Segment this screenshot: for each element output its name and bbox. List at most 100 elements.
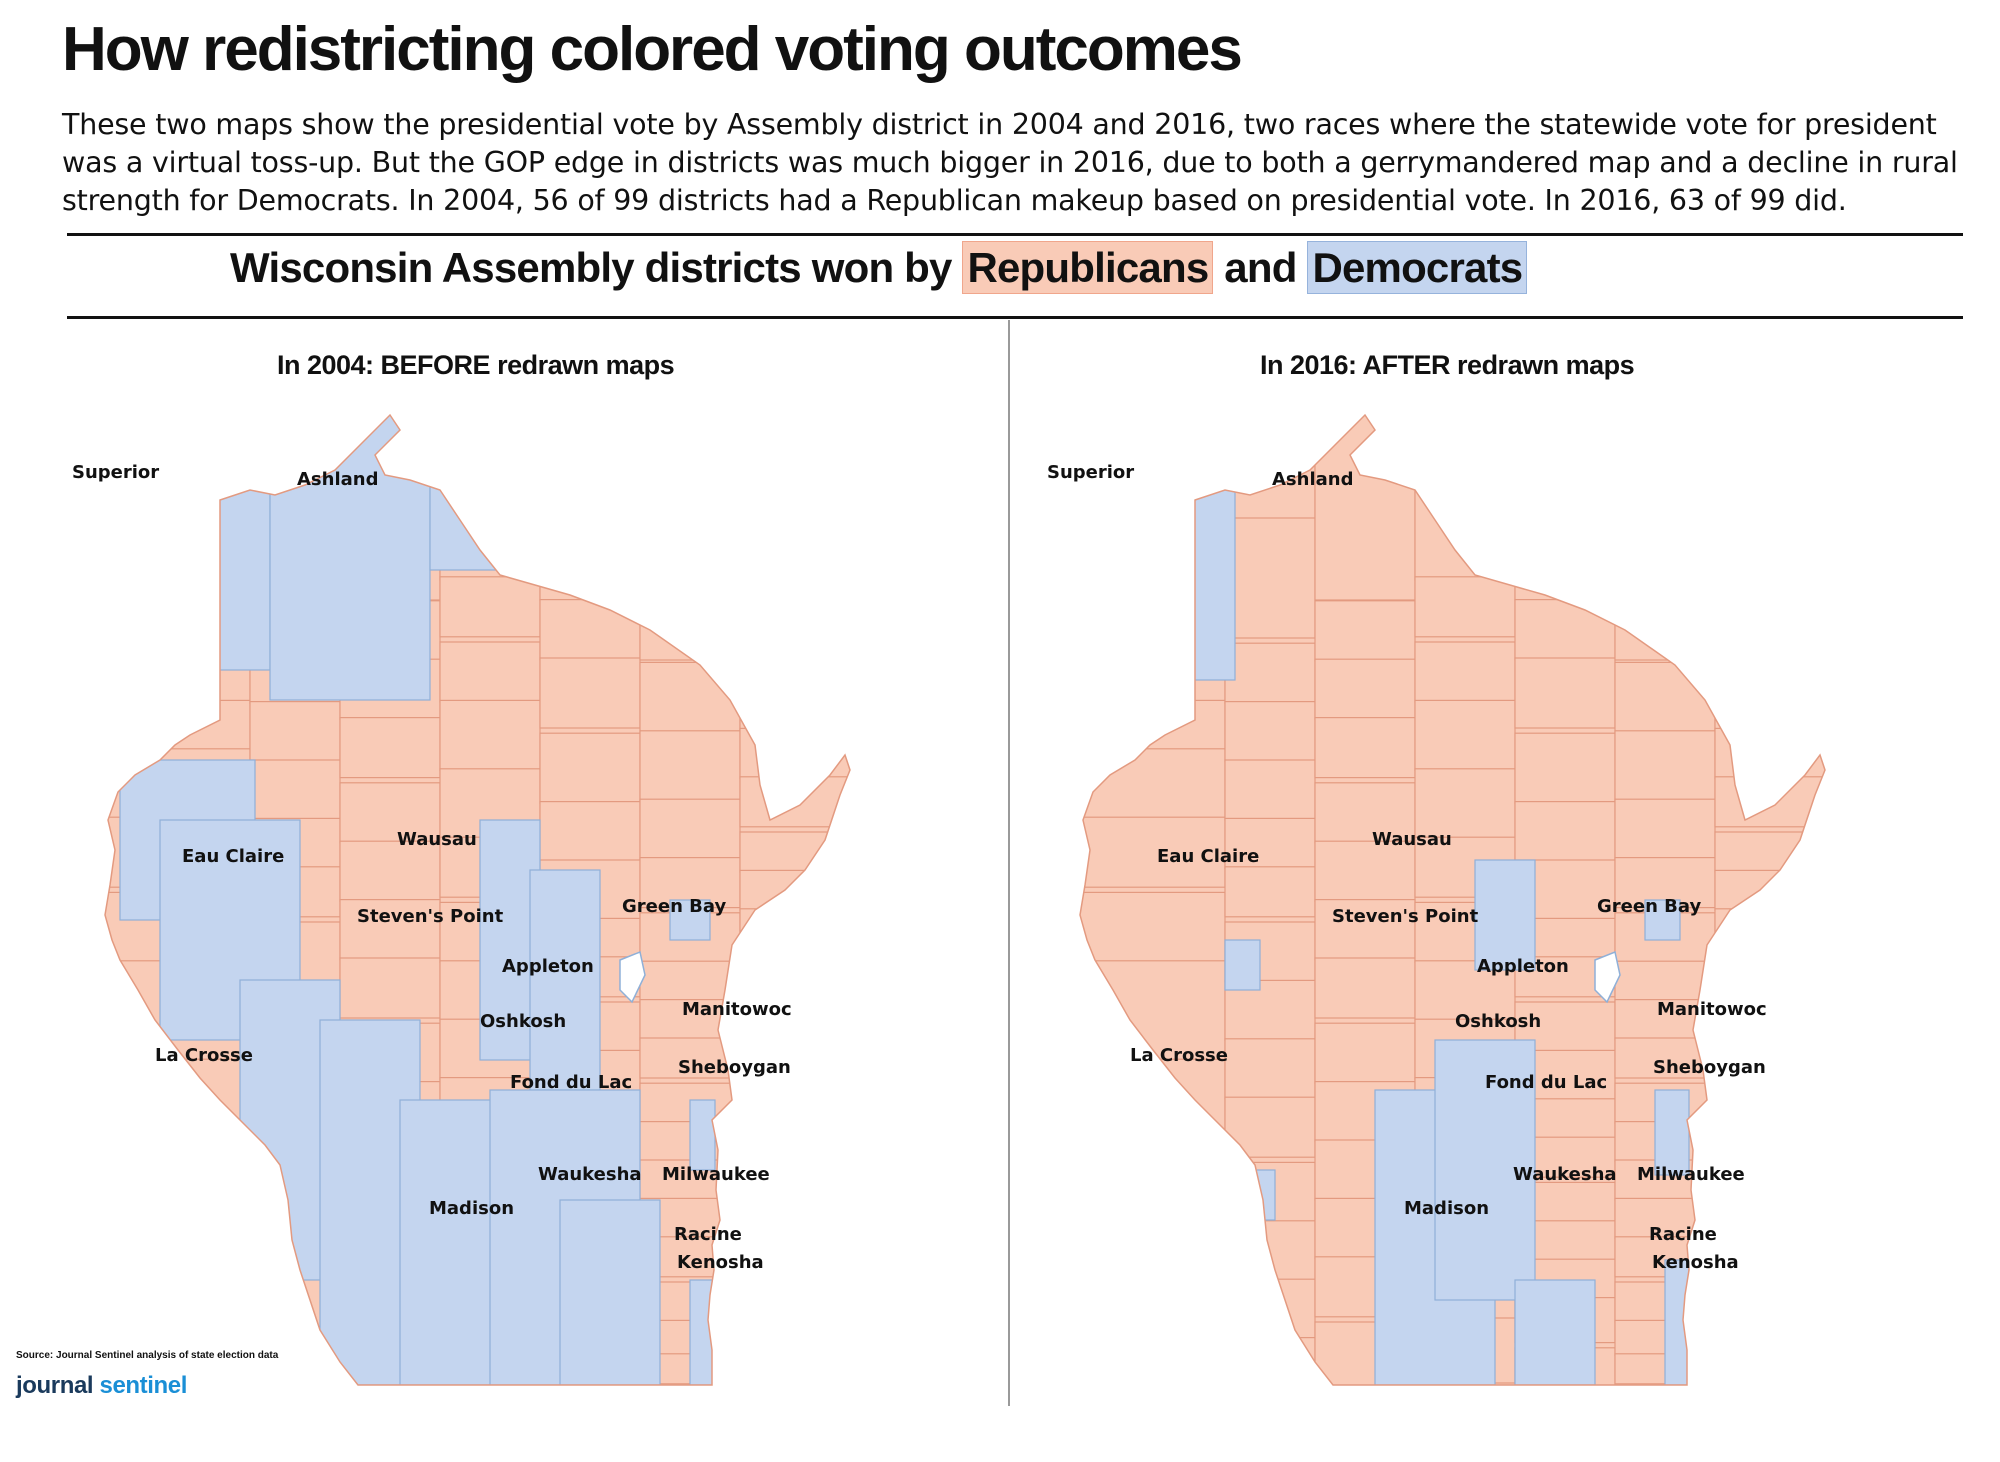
city-label: Green Bay (1597, 896, 1701, 917)
district-republican (1514, 415, 1616, 601)
district-republican (1414, 576, 1516, 638)
city-label: La Crosse (155, 1045, 253, 1066)
city-label: Milwaukee (1637, 1164, 1745, 1185)
district-republican (105, 1058, 251, 1160)
district-democrat (669, 899, 711, 941)
legend-democrats: Democrats (1307, 241, 1528, 294)
source-note: Source: Journal Sentinel analysis of sta… (16, 1350, 279, 1361)
district-democrat (1664, 1259, 1690, 1385)
district-republican (1314, 415, 1416, 601)
district-republican (539, 599, 641, 661)
district-democrat (689, 1099, 716, 1171)
bottom-rule (67, 316, 1963, 319)
district-democrat (1514, 1279, 1596, 1385)
panel-divider (1008, 320, 1010, 1406)
district-republican (339, 717, 441, 779)
district-republican (1080, 748, 1226, 820)
district-republican (539, 732, 641, 804)
city-label: Manitowoc (1657, 999, 1767, 1020)
district-republican (1714, 1312, 1825, 1354)
district-republican (105, 699, 251, 751)
district-republican (1224, 1038, 1316, 1100)
district-republican (1514, 599, 1616, 661)
district-democrat (1144, 415, 1236, 681)
district-republican (1224, 1096, 1316, 1158)
district-republican (1224, 642, 1316, 704)
city-label: Steven's Point (357, 906, 504, 927)
city-label: Eau Claire (182, 846, 284, 867)
district-republican (739, 946, 850, 988)
top-rule (67, 233, 1963, 236)
district-republican (1414, 641, 1516, 703)
page-title: How redistricting colored voting outcome… (62, 15, 1243, 84)
city-label: Ashland (1272, 469, 1353, 490)
district-republican (1314, 1022, 1416, 1084)
district-republican (739, 1350, 850, 1385)
district-republican (1080, 1262, 1226, 1385)
map-2004: Superior Ashland Eau Claire Wausau Steven's … (72, 413, 851, 1386)
district-republican (639, 960, 741, 1002)
district-republican (1414, 415, 1516, 581)
district-republican (639, 798, 741, 860)
legend-republicans: Republicans (962, 241, 1214, 294)
district-republican (1714, 1190, 1825, 1232)
state-outline (1079, 413, 1826, 1386)
city-label: Superior (72, 462, 159, 483)
district-democrat (529, 869, 601, 1091)
district-republican (339, 957, 441, 1019)
district-republican (249, 701, 341, 763)
district-republican (1414, 768, 1516, 840)
city-label: Fond du Lac (1485, 1072, 1607, 1093)
city-label: Waukesha (1513, 1164, 1617, 1185)
map-2004-title: In 2004: BEFORE redrawn maps (277, 350, 675, 380)
district-republican (1714, 908, 1825, 950)
district-republican (1224, 759, 1316, 821)
district-republican (1714, 831, 1825, 873)
district-republican (1224, 1336, 1316, 1384)
district-republican (105, 1262, 251, 1385)
city-label: Steven's Point (1332, 906, 1479, 927)
district-republican (1414, 960, 1516, 1022)
district-republican (1314, 717, 1416, 779)
map-2016: Superior Ashland Eau Claire Wausau Steven's … (1047, 413, 1826, 1386)
district-republican (1714, 1106, 1825, 1149)
city-label: Wausau (1372, 829, 1452, 850)
district-republican (1314, 899, 1416, 961)
intro-text: These two maps show the presidential vot… (62, 108, 1958, 217)
city-label: Ashland (297, 469, 378, 490)
district-republican (1224, 701, 1316, 763)
district-republican (1080, 1058, 1226, 1160)
district-democrat (1644, 899, 1681, 941)
district-republican (1224, 866, 1316, 918)
state-outline (104, 413, 851, 1386)
district-republican (339, 899, 441, 961)
district-republican (1614, 730, 1716, 802)
city-label: Oshkosh (480, 1011, 566, 1032)
district-republican (1514, 801, 1616, 863)
district-republican (1714, 1267, 1825, 1309)
lake-winnebago (619, 950, 646, 1004)
brand-logo: journal sentinel (16, 1372, 187, 1400)
district-republican (1080, 1156, 1226, 1259)
district-republican (739, 415, 850, 731)
district-republican (1614, 415, 1716, 661)
district-republican (439, 576, 541, 638)
city-label: Sheboygan (1653, 1057, 1766, 1078)
district-democrat (1474, 859, 1536, 971)
district-republican (639, 415, 741, 661)
city-label: Superior (1047, 462, 1134, 483)
city-label: Fond du Lac (510, 1072, 632, 1093)
district-republican (1714, 1350, 1825, 1385)
district-democrat (1224, 1169, 1276, 1221)
city-label: Manitowoc (682, 999, 792, 1020)
district-republican (1314, 600, 1416, 662)
district-republican (739, 908, 850, 950)
district-republican (1414, 699, 1516, 771)
district-democrat (429, 415, 506, 571)
legend-prefix: Wisconsin Assembly districts won by (230, 244, 952, 291)
city-label: Madison (429, 1198, 514, 1219)
district-republican (1080, 816, 1226, 888)
district-democrat (269, 415, 431, 701)
legend-heading: Wisconsin Assembly districts won by Repu… (230, 241, 1528, 294)
brand-sentinel: sentinel (99, 1372, 188, 1399)
